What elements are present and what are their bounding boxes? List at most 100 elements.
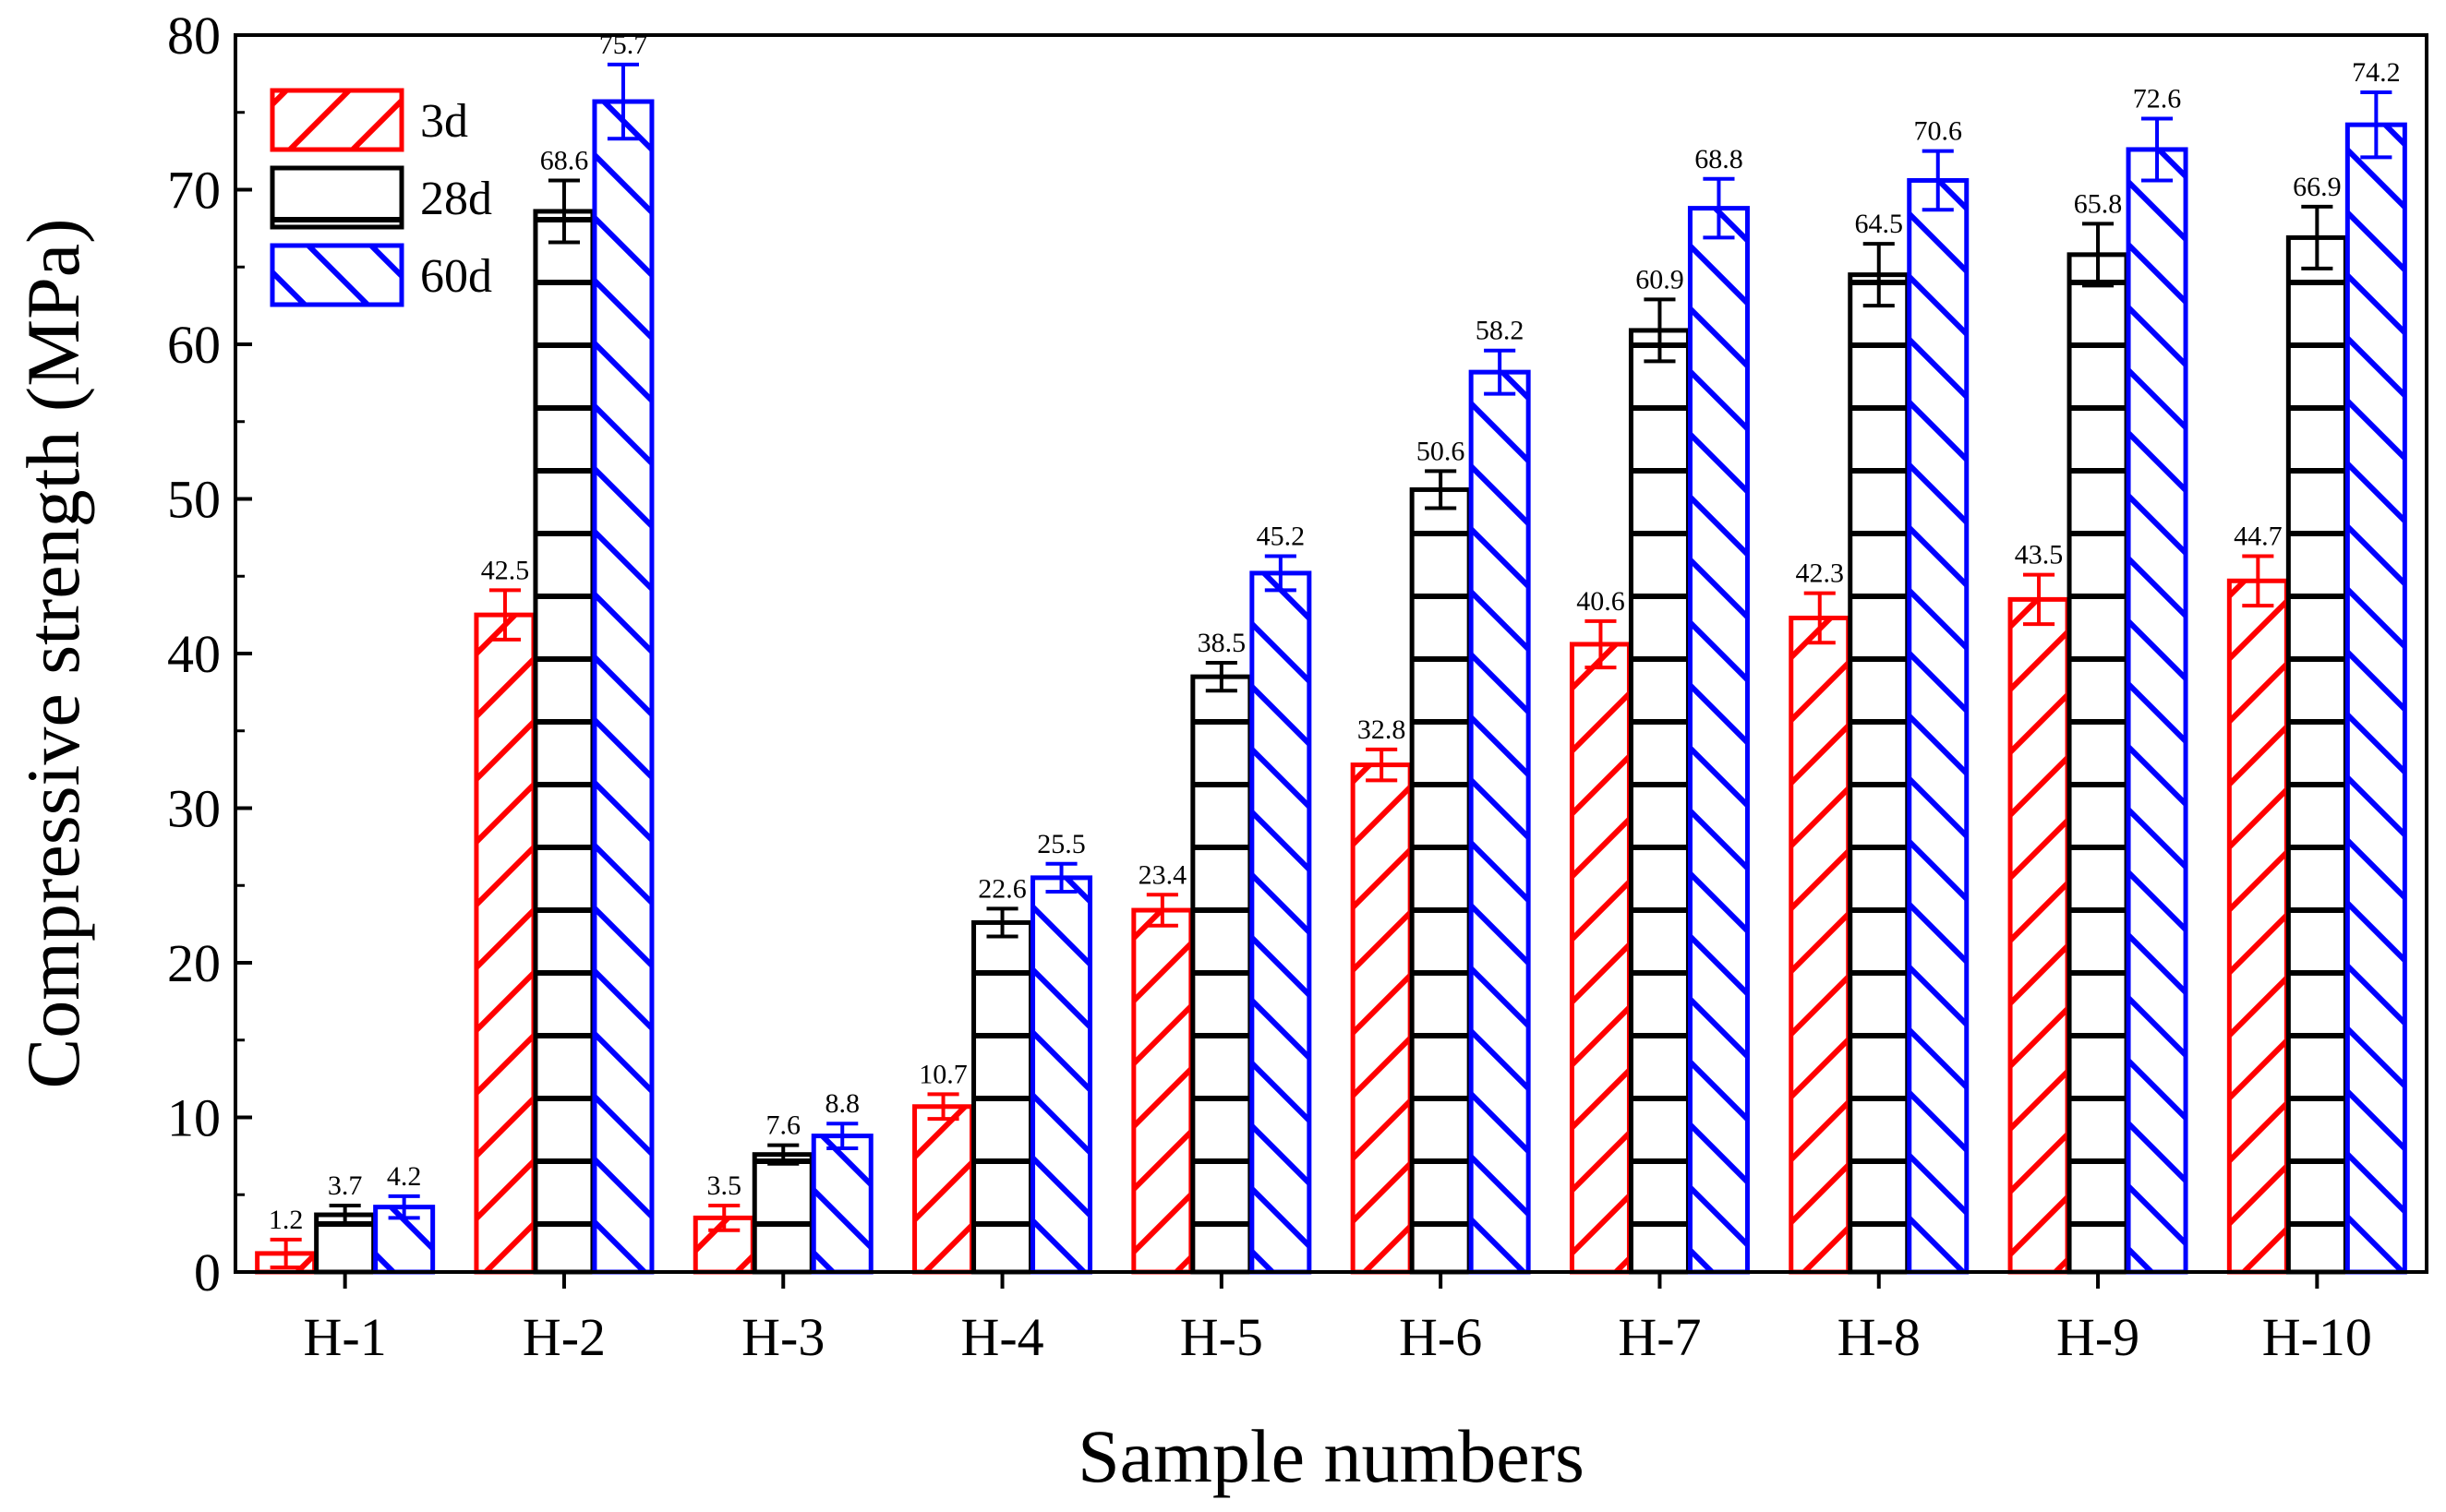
bar-60d-H-10 (2344, 122, 2407, 1275)
bar-60d-H-9 (2126, 147, 2188, 1275)
bar-3d-H-4 (912, 1104, 975, 1275)
error-bar-60d-H-1 (388, 1194, 420, 1220)
value-label-60d-H-5: 45.2 (1257, 521, 1306, 551)
bar-28d-H-3 (752, 1152, 814, 1275)
error-bar-28d-H-7 (1644, 297, 1676, 364)
bar-3d-H-8 (1789, 615, 1851, 1275)
y-axis-title: Compressive strength (MPa) (11, 219, 95, 1089)
value-label-3d-H-2: 42.5 (481, 555, 530, 585)
bar-28d-H-8 (1848, 272, 1910, 1275)
value-label-3d-H-7: 40.6 (1576, 586, 1625, 617)
error-bar-3d-H-3 (708, 1203, 741, 1232)
value-label-60d-H-1: 4.2 (387, 1161, 422, 1192)
error-bar-60d-H-9 (2141, 116, 2174, 183)
error-bar-3d-H-10 (2242, 554, 2274, 608)
error-bar-60d-H-5 (1264, 554, 1296, 593)
error-bar-60d-H-8 (1922, 149, 1954, 212)
value-label-28d-H-1: 3.7 (328, 1170, 363, 1201)
x-tick-label: H-3 (741, 1307, 825, 1367)
value-label-3d-H-6: 32.8 (1357, 714, 1406, 745)
bar-28d-H-9 (2066, 252, 2129, 1275)
bar-60d-H-2 (592, 99, 655, 1275)
error-bar-3d-H-8 (1803, 591, 1836, 645)
bar-28d-H-4 (971, 919, 1034, 1275)
axes-layer: 0 10 20 30 40 50 60 70 80 H-1 H-2 H-3 H-4 H-5 H-6 H-7 H-… (167, 6, 2428, 1367)
value-label-60d-H-4: 25.5 (1037, 829, 1086, 859)
bar-60d-H-4 (1030, 875, 1093, 1275)
value-label-3d-H-3: 3.5 (707, 1170, 742, 1201)
error-bar-3d-H-9 (2023, 572, 2055, 627)
value-label-60d-H-9: 72.6 (2133, 83, 2182, 114)
value-label-28d-H-6: 50.6 (1416, 436, 1465, 466)
y-tick-label: 80 (167, 6, 221, 66)
value-label-28d-H-9: 65.8 (2074, 188, 2123, 219)
y-tick-label: 70 (167, 161, 221, 221)
y-tick-label: 10 (167, 1088, 221, 1148)
error-bar-28d-H-6 (1425, 469, 1457, 510)
bar-60d-H-3 (811, 1134, 874, 1275)
error-bar-28d-H-4 (986, 906, 1018, 939)
x-tick-label: H-10 (2262, 1307, 2372, 1367)
value-label-3d-H-9: 43.5 (2015, 540, 2064, 570)
value-label-3d-H-1: 1.2 (269, 1205, 304, 1235)
x-tick-label: H-4 (960, 1307, 1043, 1367)
bar-60d-H-7 (1687, 206, 1750, 1275)
bar-28d-H-7 (1628, 328, 1691, 1275)
value-label-28d-H-3: 7.6 (766, 1110, 801, 1141)
x-tick-label: H-1 (304, 1307, 387, 1367)
value-label-60d-H-3: 8.8 (825, 1088, 861, 1119)
error-bar-28d-H-9 (2082, 222, 2115, 288)
y-tick-label: 40 (167, 624, 221, 684)
bar-3d-H-2 (474, 612, 536, 1275)
bar-3d-H-10 (2226, 578, 2289, 1275)
error-bar-60d-H-4 (1045, 861, 1078, 894)
y-tick-label: 30 (167, 779, 221, 839)
value-label-60d-H-7: 68.8 (1694, 144, 1743, 174)
bar-3d-H-7 (1569, 642, 1632, 1275)
x-tick-label: H-8 (1838, 1307, 1921, 1367)
x-tick-label: H-2 (523, 1307, 606, 1367)
value-label-60d-H-8: 70.6 (1914, 116, 1963, 147)
bar-60d-H-5 (1249, 570, 1312, 1275)
bar-3d-H-9 (2007, 596, 2070, 1275)
y-tick-label: 50 (167, 470, 221, 530)
error-bar-28d-H-3 (767, 1143, 800, 1166)
bar-3d-H-6 (1350, 762, 1413, 1275)
bar-28d-H-2 (533, 209, 596, 1275)
bar-28d-H-10 (2285, 234, 2348, 1275)
bar-60d-H-6 (1468, 369, 1531, 1275)
value-label-60d-H-10: 74.2 (2352, 57, 2401, 88)
error-bar-3d-H-5 (1146, 893, 1178, 928)
legend-swatch-60d (270, 243, 404, 307)
error-bar-60d-H-10 (2360, 90, 2392, 160)
legend-swatch-3d (270, 88, 404, 152)
error-bar-3d-H-4 (927, 1092, 959, 1122)
error-bar-28d-H-2 (548, 178, 580, 245)
error-bar-3d-H-2 (488, 588, 521, 642)
legend-label-28d: 28d (420, 173, 492, 225)
bar-28d-H-5 (1190, 674, 1253, 1275)
x-tick-label: H-6 (1399, 1307, 1482, 1367)
error-bar-28d-H-1 (329, 1203, 361, 1227)
bar-3d-H-5 (1131, 907, 1194, 1275)
y-tick-label: 0 (194, 1242, 221, 1302)
legend-label-3d: 3d (420, 95, 468, 148)
error-bar-60d-H-7 (1703, 176, 1735, 240)
value-label-28d-H-7: 60.9 (1635, 264, 1684, 294)
value-label-28d-H-4: 22.6 (978, 873, 1027, 904)
error-bar-3d-H-1 (270, 1237, 302, 1269)
error-bar-60d-H-2 (607, 62, 639, 141)
value-label-3d-H-5: 23.4 (1139, 859, 1187, 890)
value-label-60d-H-6: 58.2 (1476, 316, 1524, 346)
error-bar-60d-H-3 (826, 1122, 859, 1150)
value-label-28d-H-10: 66.9 (2293, 172, 2342, 202)
x-tick-label: H-9 (2056, 1307, 2139, 1367)
value-label-28d-H-8: 64.5 (1855, 209, 1904, 239)
bars-layer (255, 99, 2407, 1275)
x-axis-title: Sample numbers (1078, 1414, 1584, 1498)
x-tick-label: H-7 (1618, 1307, 1701, 1367)
error-bars-layer (270, 62, 2392, 1269)
y-tick-label: 60 (167, 315, 221, 375)
legend-label-60d: 60d (420, 250, 492, 303)
